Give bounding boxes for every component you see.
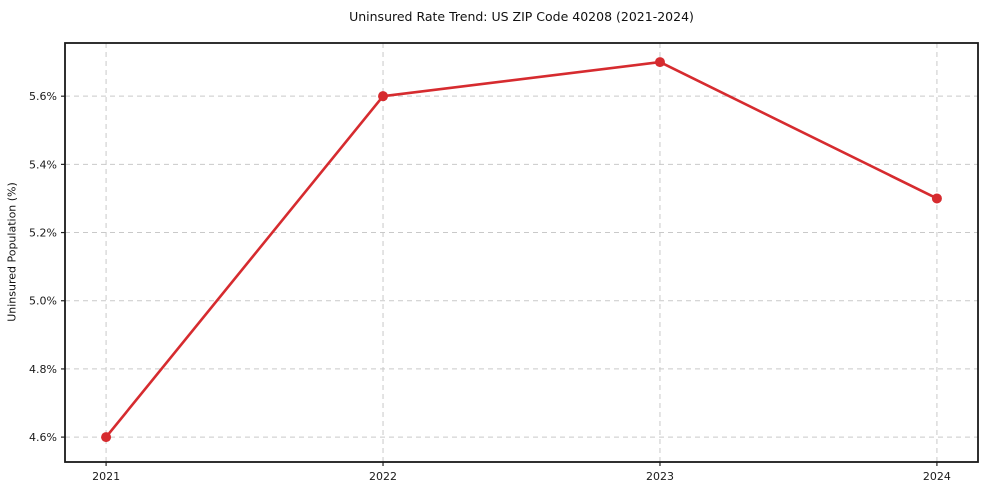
data-point xyxy=(378,91,389,102)
y-tick-label: 5.4% xyxy=(29,158,57,171)
y-tick-label: 4.8% xyxy=(29,363,57,376)
plot-border xyxy=(64,42,979,463)
y-tick-label: 5.6% xyxy=(29,90,57,103)
x-tick-label: 2021 xyxy=(92,470,120,483)
x-tick-label: 2023 xyxy=(646,470,674,483)
x-tick-label: 2024 xyxy=(923,470,951,483)
y-axis-label: Uninsured Population (%) xyxy=(5,182,19,322)
data-point xyxy=(101,432,112,443)
y-tick-label: 4.6% xyxy=(29,431,57,444)
chart-title: Uninsured Rate Trend: US ZIP Code 40208 … xyxy=(349,9,694,24)
data-point xyxy=(654,57,665,68)
data-point xyxy=(931,193,942,204)
trend-line xyxy=(104,60,939,439)
y-tick-label: 5.2% xyxy=(29,227,57,240)
y-tick-label: 5.0% xyxy=(29,295,57,308)
x-tick-label: 2022 xyxy=(369,470,397,483)
